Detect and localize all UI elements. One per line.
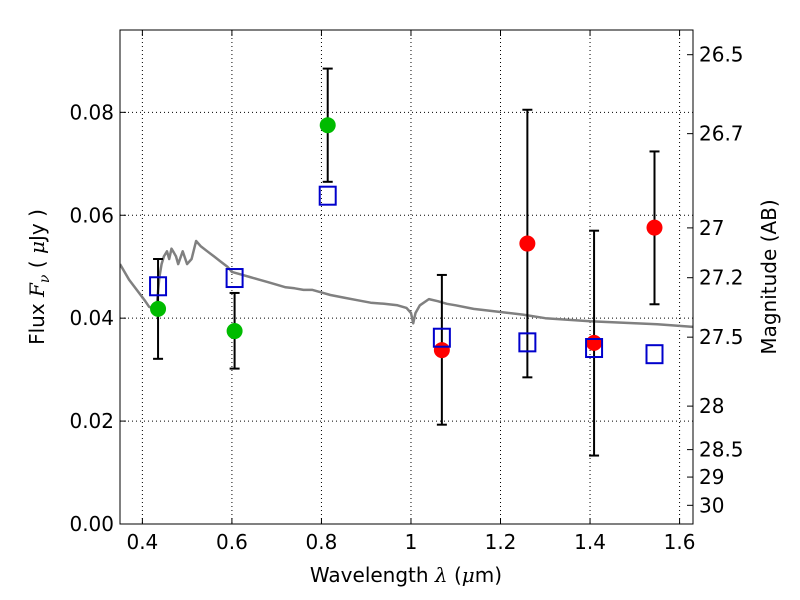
x-tick-label: 0.4: [126, 530, 158, 554]
data-point: [586, 334, 603, 351]
x-tick-label: 0.6: [216, 530, 248, 554]
mag-tick-label: 26.5: [699, 43, 744, 67]
spectrum-layer: [120, 239, 693, 329]
plot-frame: [119, 29, 694, 525]
mag-tick-label: 27: [699, 216, 724, 240]
y-tick-label: 0.04: [69, 306, 114, 330]
y-tick-label: 0.08: [69, 100, 114, 124]
mag-tick-label: 30: [699, 493, 724, 517]
data-point: [150, 300, 167, 317]
model-point: [645, 344, 664, 365]
x-tick-label: 1.4: [574, 530, 606, 554]
mag-tick-label: 29: [699, 465, 724, 489]
y-tick-label: 0.00: [69, 512, 114, 536]
errorbar-layer: [153, 67, 660, 457]
model-point: [432, 327, 451, 348]
y2-axis-label: Magnitude (AB): [757, 199, 781, 354]
x-tick-label: 1.2: [485, 530, 517, 554]
data-point: [226, 323, 243, 340]
tick-layer: 0.4 0.6 0.8 1 1.2 1.4 1.6 0.00 0.02 0.04 0.06 0.08 2…: [69, 30, 744, 554]
y-tick-label: 0.02: [69, 409, 114, 433]
mag-tick-label: 27.5: [699, 325, 744, 349]
data-point: [319, 117, 336, 134]
mag-tick-label: 28.5: [699, 438, 744, 462]
spectrum-line: [120, 239, 693, 329]
mag-tick-label: 27.2: [699, 266, 744, 290]
model-point: [518, 332, 537, 353]
mag-tick-label: 28: [699, 394, 724, 418]
y-tick-label: 0.06: [69, 203, 114, 227]
model-point: [149, 276, 168, 297]
marker-layer: [149, 117, 664, 365]
mag-tick-label: 26.7: [699, 122, 744, 146]
x-tick-label: 0.8: [306, 530, 338, 554]
model-point: [225, 268, 244, 289]
data-point: [519, 235, 536, 252]
x-tick-label: 1.6: [664, 530, 696, 554]
model-point: [318, 185, 337, 206]
x-axis-label: Wavelength λ (μm): [310, 563, 502, 587]
x-tick-label: 1: [405, 530, 418, 554]
data-point: [433, 342, 450, 359]
y-axis-label: Flux Fν ( μJy ): [25, 209, 53, 345]
model-point: [585, 338, 604, 359]
data-point: [646, 219, 663, 236]
grid: [120, 30, 693, 525]
